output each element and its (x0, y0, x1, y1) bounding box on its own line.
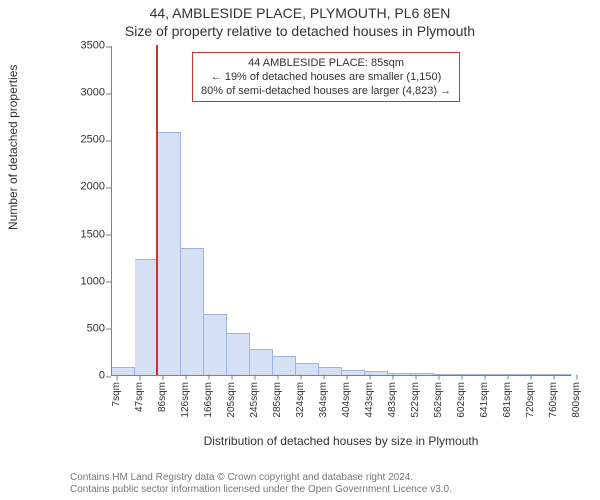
histogram-bar (204, 314, 227, 375)
y-tick: 1000 (65, 276, 105, 287)
footer-line2: Contains public sector information licen… (70, 484, 452, 496)
info-line1: 44 AMBLESIDE PLACE: 85sqm (201, 56, 451, 70)
y-tick: 2500 (65, 135, 105, 146)
footer-line1: Contains HM Land Registry data © Crown c… (70, 472, 452, 484)
histogram-bar (135, 259, 158, 375)
y-tick: 3000 (65, 88, 105, 99)
x-tick: 641sqm (479, 382, 490, 418)
histogram-bar (112, 367, 135, 375)
footer-attribution: Contains HM Land Registry data © Crown c… (70, 472, 452, 496)
x-tick: 562sqm (433, 382, 444, 418)
x-tick: 681sqm (502, 382, 513, 418)
histogram-bar (181, 248, 204, 375)
y-axis-label: Number of detached properties (6, 65, 20, 230)
histogram-bar (227, 333, 250, 375)
x-tick: 760sqm (548, 382, 559, 418)
x-tick: 245sqm (249, 382, 260, 418)
histogram-bar (158, 132, 181, 375)
y-axis: 0500100015002000250030003500 (65, 46, 105, 376)
x-axis-title: Distribution of detached houses by size … (111, 434, 571, 448)
property-marker-line (156, 45, 158, 375)
info-line3: 80% of semi-detached houses are larger (… (201, 84, 451, 98)
y-tick: 0 (65, 371, 105, 382)
x-tick: 86sqm (157, 382, 168, 412)
x-tick: 602sqm (456, 382, 467, 418)
info-box: 44 AMBLESIDE PLACE: 85sqm ← 19% of detac… (192, 52, 460, 102)
histogram-bar (296, 363, 319, 375)
x-tick: 443sqm (364, 382, 375, 418)
histogram-bar (273, 356, 296, 375)
title-subtitle: Size of property relative to detached ho… (0, 22, 600, 40)
chart-container: 44, AMBLESIDE PLACE, PLYMOUTH, PL6 8EN S… (0, 0, 600, 500)
histogram-bar (319, 367, 342, 375)
x-axis: Distribution of detached houses by size … (111, 376, 571, 436)
info-line2: ← 19% of detached houses are smaller (1,… (201, 70, 451, 84)
x-tick: 285sqm (272, 382, 283, 418)
x-tick: 324sqm (295, 382, 306, 418)
x-tick: 166sqm (203, 382, 214, 418)
x-tick: 483sqm (387, 382, 398, 418)
x-tick: 800sqm (571, 382, 582, 418)
y-tick: 500 (65, 323, 105, 334)
plot-area: 44 AMBLESIDE PLACE: 85sqm ← 19% of detac… (111, 46, 571, 376)
x-tick: 404sqm (341, 382, 352, 418)
x-tick: 364sqm (318, 382, 329, 418)
x-tick: 205sqm (226, 382, 237, 418)
y-tick: 3500 (65, 41, 105, 52)
plot-wrap: 0500100015002000250030003500 44 AMBLESID… (65, 46, 575, 416)
x-tick: 7sqm (111, 382, 122, 406)
x-tick: 720sqm (525, 382, 536, 418)
title-block: 44, AMBLESIDE PLACE, PLYMOUTH, PL6 8EN S… (0, 0, 600, 40)
y-tick: 1500 (65, 229, 105, 240)
x-tick: 126sqm (180, 382, 191, 418)
histogram-bar (250, 349, 273, 375)
title-address: 44, AMBLESIDE PLACE, PLYMOUTH, PL6 8EN (0, 4, 600, 22)
x-tick: 47sqm (134, 382, 145, 412)
x-tick: 522sqm (410, 382, 421, 418)
y-tick: 2000 (65, 182, 105, 193)
